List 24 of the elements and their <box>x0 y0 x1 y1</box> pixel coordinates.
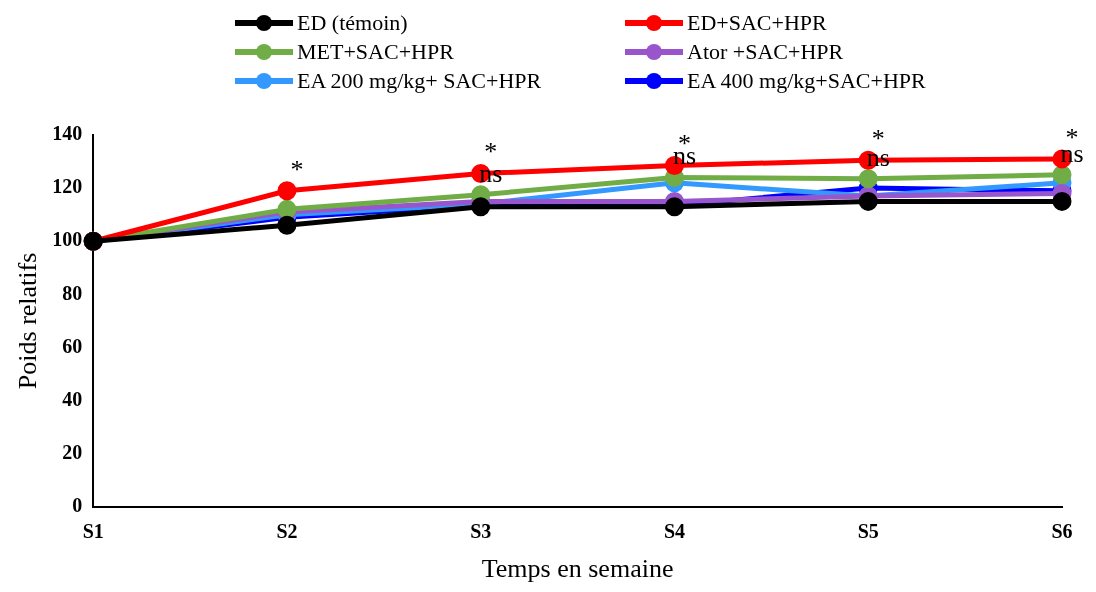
x-tick-label: S2 <box>276 519 298 542</box>
legend-label: ED (témoin) <box>297 9 408 36</box>
x-tick-label: S3 <box>470 519 492 542</box>
legend-label: MET+SAC+HPR <box>297 38 454 65</box>
legend-label: ED+SAC+HPR <box>687 9 827 36</box>
x-axis-title: Temps en semaine <box>481 554 674 584</box>
legend-label: EA 400 mg/kg+SAC+HPR <box>687 67 926 94</box>
annotation: * <box>290 154 304 184</box>
y-tick-label: 40 <box>62 387 83 410</box>
legend-label: EA 200 mg/kg+ SAC+HPR <box>297 67 542 94</box>
y-tick-label: 140 <box>52 122 83 145</box>
y-axis-title: Poids relatifs <box>13 252 43 390</box>
x-tick-label: S4 <box>663 519 686 542</box>
y-tick-label: 20 <box>62 440 83 463</box>
annotation: * <box>484 137 498 167</box>
x-tick-label: S1 <box>82 519 104 542</box>
legend-label: Ator +SAC+HPR <box>687 38 844 65</box>
y-tick-label: 0 <box>72 493 83 516</box>
y-tick-label: 100 <box>52 228 83 251</box>
x-tick-label: S5 <box>857 519 879 542</box>
y-tick-label: 60 <box>62 334 83 357</box>
y-tick-label: 80 <box>62 281 83 304</box>
x-tick-label: S6 <box>1051 519 1073 542</box>
y-tick-label: 120 <box>52 175 83 198</box>
